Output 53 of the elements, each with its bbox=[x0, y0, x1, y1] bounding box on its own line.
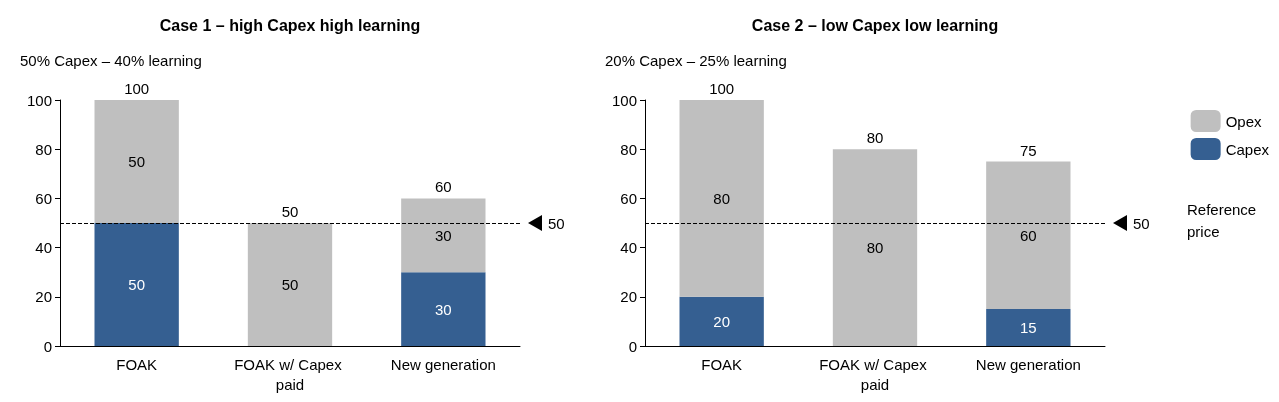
data-label: 80 bbox=[866, 239, 884, 257]
bar bbox=[401, 272, 486, 346]
total-label: 100 bbox=[124, 80, 150, 97]
x-tick-label: New generation bbox=[975, 355, 1081, 373]
y-tick-label: 100 bbox=[611, 91, 637, 109]
y-tick-label: 20 bbox=[620, 288, 637, 306]
data-label: 15 bbox=[1019, 319, 1037, 337]
x-tick-label: FOAK w/ Capex paid bbox=[234, 355, 346, 393]
total-label: 80 bbox=[866, 129, 884, 147]
bar bbox=[986, 309, 1071, 346]
bar bbox=[679, 296, 764, 346]
data-label: 80 bbox=[713, 189, 731, 207]
data-label: 30 bbox=[434, 226, 452, 244]
legend-label: Capex bbox=[1225, 140, 1270, 158]
y-tick-label: 40 bbox=[620, 239, 637, 257]
y-tick-label: 20 bbox=[35, 288, 52, 306]
x-tick-label: New generation bbox=[390, 355, 496, 373]
y-tick-label: 0 bbox=[628, 337, 637, 355]
x-tick-label: FOAK w/ Capex paid bbox=[819, 355, 931, 393]
bar bbox=[832, 149, 918, 346]
chart-title: Case 1 – high Capex high learning bbox=[159, 16, 421, 34]
y-tick-label: 0 bbox=[43, 337, 52, 355]
ref-line-label: 50 bbox=[548, 214, 565, 232]
y-tick-label: 100 bbox=[26, 91, 52, 109]
chart-subtitle: 50% Capex – 40% learning bbox=[20, 52, 202, 69]
total-label: 50 bbox=[281, 203, 299, 220]
legend-label: Opex bbox=[1225, 112, 1262, 130]
data-label: 50 bbox=[281, 276, 299, 293]
bar bbox=[401, 198, 486, 273]
data-label: 50 bbox=[128, 153, 146, 170]
x-tick-label: FOAK bbox=[701, 355, 743, 373]
text: Reference price bbox=[1187, 200, 1261, 240]
total-label: 60 bbox=[434, 178, 452, 196]
x-tick-label: FOAK bbox=[116, 355, 158, 373]
data-label: 20 bbox=[713, 312, 731, 330]
bar bbox=[986, 161, 1071, 310]
chart-title: Case 2 – low Capex low learning bbox=[751, 16, 999, 34]
y-tick-label: 60 bbox=[35, 189, 52, 207]
y-tick-label: 80 bbox=[35, 140, 52, 158]
ref-line-label: 50 bbox=[1133, 214, 1150, 232]
y-tick-label: 60 bbox=[620, 189, 637, 207]
total-label: 75 bbox=[1019, 141, 1037, 159]
data-label: 60 bbox=[1019, 226, 1037, 244]
y-tick-label: 40 bbox=[35, 239, 52, 257]
bar bbox=[247, 223, 333, 346]
chart-subtitle: 20% Capex – 25% learning bbox=[605, 52, 787, 69]
data-label: 30 bbox=[434, 300, 452, 318]
data-label: 50 bbox=[128, 276, 146, 293]
bar bbox=[94, 100, 179, 223]
total-label: 100 bbox=[709, 80, 735, 97]
bar bbox=[679, 100, 764, 297]
y-tick-label: 80 bbox=[620, 140, 637, 158]
bar bbox=[94, 223, 179, 346]
